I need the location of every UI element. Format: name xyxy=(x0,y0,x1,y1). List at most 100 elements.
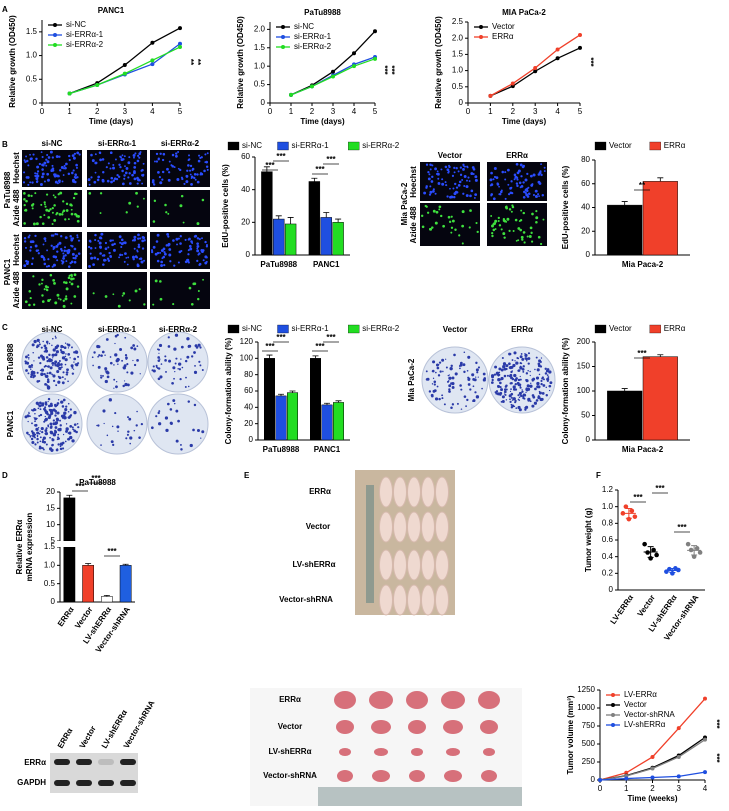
mouse xyxy=(407,584,421,616)
cell xyxy=(543,166,546,169)
cell xyxy=(25,199,28,203)
cell xyxy=(193,173,197,176)
cell xyxy=(530,231,533,234)
bar xyxy=(287,392,298,441)
colony xyxy=(136,359,139,362)
colony xyxy=(108,398,112,402)
colony xyxy=(459,367,461,370)
x-tick-label: 2 xyxy=(95,107,100,116)
colony xyxy=(44,401,48,404)
cell xyxy=(45,164,48,167)
colony xyxy=(472,385,475,388)
cell xyxy=(99,252,102,255)
cell xyxy=(72,156,76,160)
colony xyxy=(69,425,73,428)
data-point xyxy=(629,508,635,514)
cell xyxy=(519,228,523,232)
column-label: si-ERRα-1 xyxy=(98,325,137,334)
cell xyxy=(32,153,35,156)
colony xyxy=(133,429,136,432)
cell xyxy=(100,233,103,236)
series-line xyxy=(490,34,581,97)
cell xyxy=(495,176,499,180)
colony xyxy=(113,364,115,366)
cell xyxy=(56,174,60,178)
colony xyxy=(52,379,56,383)
colony xyxy=(522,396,525,400)
colony xyxy=(504,393,507,396)
colony xyxy=(44,431,49,436)
data-point xyxy=(352,64,356,69)
colony xyxy=(530,382,532,384)
y-tick-label: 0.5 xyxy=(452,82,464,91)
cell xyxy=(74,176,78,180)
colony xyxy=(152,369,156,373)
cell xyxy=(523,241,526,244)
cell xyxy=(58,155,61,158)
colony xyxy=(35,427,39,432)
colony xyxy=(435,363,439,367)
cell xyxy=(196,242,199,246)
x-tick-label: PANC1 xyxy=(313,260,340,269)
cell xyxy=(158,176,161,179)
colony xyxy=(186,337,190,341)
cell xyxy=(54,255,58,259)
cell xyxy=(38,162,42,166)
colony xyxy=(548,384,552,388)
cell xyxy=(432,188,435,191)
cell xyxy=(159,152,162,155)
colony xyxy=(502,365,505,368)
colony xyxy=(93,351,96,354)
colony xyxy=(539,365,543,368)
colony xyxy=(46,360,49,362)
cell xyxy=(73,152,77,155)
micrograph xyxy=(487,162,547,201)
mouse xyxy=(421,549,435,581)
cell xyxy=(187,159,190,162)
data-point xyxy=(676,726,681,731)
y-axis-label: EdU-positive cells (%) xyxy=(561,165,570,249)
cell xyxy=(141,239,145,243)
chart-title: PaTu8988 xyxy=(304,8,341,17)
cell xyxy=(429,163,432,166)
colony xyxy=(527,357,531,360)
cell xyxy=(458,180,462,184)
colony xyxy=(59,348,63,352)
cell xyxy=(516,178,519,181)
cell xyxy=(163,251,166,254)
colony xyxy=(36,437,39,441)
legend-marker xyxy=(53,43,57,47)
cell xyxy=(435,210,439,214)
y-tick-label: 250 xyxy=(582,757,596,766)
colony xyxy=(115,385,118,389)
cell xyxy=(175,237,179,241)
error-bar xyxy=(266,354,273,359)
colony xyxy=(26,361,30,365)
y-tick-label: 0 xyxy=(586,435,591,444)
annotation: *** xyxy=(387,65,396,75)
cell xyxy=(421,225,425,229)
cell xyxy=(184,238,187,241)
error-bar xyxy=(324,402,330,405)
cell xyxy=(161,158,165,162)
legend-marker xyxy=(611,703,615,707)
cell xyxy=(466,166,469,169)
cell xyxy=(47,216,51,219)
cell xyxy=(71,154,75,158)
colony xyxy=(527,362,530,365)
cell xyxy=(459,166,462,169)
cell xyxy=(168,248,172,251)
cell xyxy=(45,208,49,212)
cell xyxy=(32,303,36,306)
cell xyxy=(543,170,546,173)
cell xyxy=(36,180,39,183)
cell xyxy=(171,164,174,168)
cell xyxy=(196,249,200,253)
cell xyxy=(156,259,160,263)
cell xyxy=(514,218,518,222)
colony xyxy=(132,344,136,347)
colony xyxy=(75,430,78,434)
colony xyxy=(54,426,58,429)
tumor xyxy=(336,720,354,734)
legend-marker xyxy=(479,35,483,39)
